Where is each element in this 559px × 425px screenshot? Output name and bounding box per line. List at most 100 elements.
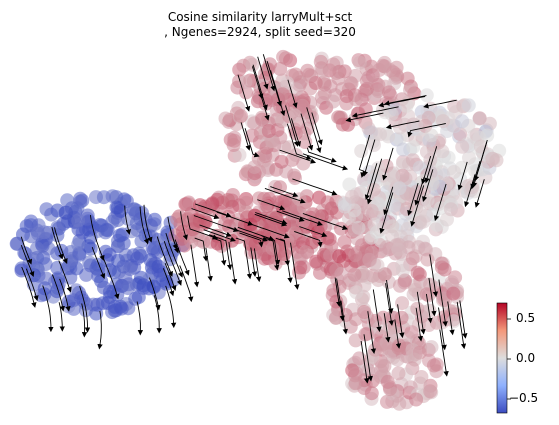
- cell-point: [91, 257, 105, 272]
- cell-point: [134, 234, 149, 249]
- streamline: [216, 211, 254, 226]
- cell-point: [436, 114, 450, 129]
- streamline: [424, 146, 438, 184]
- streamline: [253, 248, 262, 283]
- cell-point: [337, 235, 352, 250]
- cell-point: [382, 85, 396, 100]
- streamline: [372, 289, 382, 333]
- streamline: [407, 182, 419, 216]
- streamline: [474, 179, 485, 208]
- cell-point: [420, 252, 435, 267]
- streamline: [165, 232, 183, 278]
- streamline: [421, 169, 434, 202]
- cell-point: [243, 217, 258, 232]
- cell-point: [381, 129, 396, 144]
- streamline: [89, 215, 105, 261]
- cell-point: [392, 396, 407, 411]
- cell-point: [408, 282, 423, 297]
- cell-point: [377, 359, 392, 374]
- streamline: [383, 186, 394, 216]
- cell-point: [424, 340, 439, 355]
- cell-point: [485, 151, 500, 166]
- streamline: [459, 300, 468, 339]
- streamline: [360, 340, 370, 384]
- cell-point: [355, 238, 369, 253]
- cell-point: [105, 189, 120, 204]
- cell-point: [71, 213, 86, 228]
- streamline: [306, 147, 337, 163]
- velocity-streamlines: [20, 54, 488, 384]
- streamline: [416, 291, 426, 335]
- cell-point: [97, 280, 111, 295]
- cell-point: [313, 265, 327, 280]
- cell-point: [358, 327, 373, 342]
- cell-point: [455, 114, 470, 129]
- cell-point: [347, 267, 362, 282]
- streamline: [345, 112, 384, 123]
- cell-point: [329, 310, 344, 325]
- cell-point: [421, 318, 436, 332]
- cell-point: [348, 68, 363, 83]
- colorbar-gradient: [496, 302, 508, 414]
- cell-points: [9, 49, 507, 411]
- cell-point: [102, 247, 117, 262]
- cell-point: [352, 55, 367, 70]
- streamline: [383, 313, 391, 343]
- cell-point: [427, 358, 441, 373]
- streamline: [79, 286, 91, 333]
- streamline: [59, 278, 71, 312]
- cell-point: [136, 280, 151, 295]
- cell-point: [387, 198, 402, 213]
- streamline: [385, 283, 394, 326]
- streamline: [414, 177, 425, 206]
- streamline: [153, 295, 162, 334]
- cell-point: [113, 203, 128, 218]
- streamline: [97, 310, 103, 350]
- cell-point: [434, 260, 449, 275]
- streamline: [91, 246, 106, 280]
- streamline: [386, 280, 394, 314]
- cell-point: [280, 76, 295, 91]
- cell-point: [406, 140, 421, 155]
- cell-point: [342, 177, 357, 192]
- cell-point: [234, 109, 248, 124]
- streamline: [187, 215, 219, 240]
- cell-point: [348, 248, 363, 263]
- streamline: [363, 334, 373, 382]
- cell-point: [371, 161, 385, 176]
- cell-point: [416, 214, 431, 229]
- cell-point: [128, 291, 143, 306]
- cell-point: [59, 205, 73, 220]
- cell-point: [274, 154, 289, 169]
- cell-point: [50, 220, 65, 235]
- cell-point: [147, 212, 162, 227]
- cell-point: [159, 276, 174, 291]
- streamline: [438, 279, 448, 327]
- cell-point: [293, 260, 308, 275]
- cell-point: [258, 199, 273, 213]
- streamline: [407, 123, 446, 138]
- chart-title-line-2: , Ngenes=2924, split seed=320: [164, 25, 356, 39]
- cell-point: [41, 241, 56, 256]
- streamline: [290, 242, 300, 290]
- cell-point: [105, 214, 120, 229]
- streamline: [193, 215, 239, 233]
- cell-point: [329, 66, 344, 80]
- cell-point: [238, 74, 253, 89]
- cell-point: [332, 249, 347, 264]
- cell-point: [419, 88, 434, 103]
- cell-point: [74, 290, 89, 305]
- cell-point: [261, 124, 276, 138]
- streamline: [51, 226, 64, 260]
- cell-point: [446, 286, 461, 301]
- streamline: [261, 235, 281, 266]
- streamline: [25, 268, 39, 301]
- colorbar-tick-label: 0.0: [516, 351, 536, 365]
- cell-point: [480, 128, 495, 143]
- cell-point: [298, 245, 313, 260]
- cell-point: [455, 139, 470, 154]
- streamline: [262, 54, 276, 92]
- cell-point: [462, 150, 476, 165]
- cell-point: [332, 279, 347, 294]
- cell-point: [352, 351, 367, 366]
